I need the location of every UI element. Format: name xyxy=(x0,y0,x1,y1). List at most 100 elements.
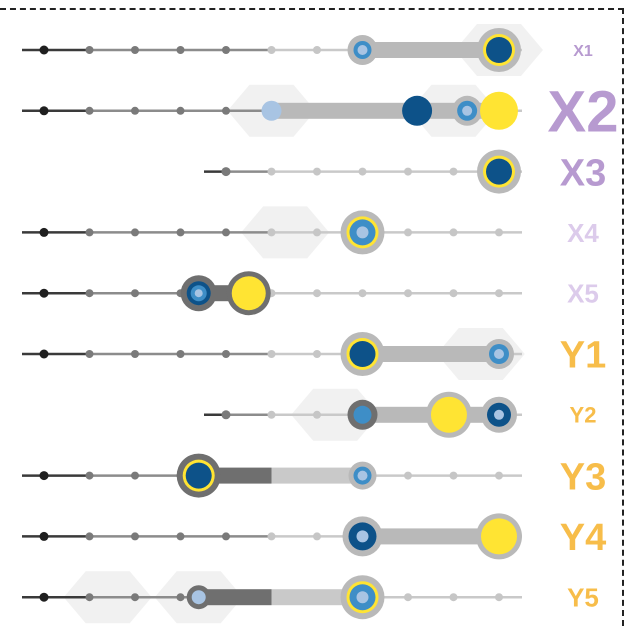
station-marker xyxy=(477,28,521,72)
track-station-dot xyxy=(85,289,94,298)
track-station-dot xyxy=(176,228,185,237)
highlight-band xyxy=(271,102,499,119)
station-marker xyxy=(342,516,383,557)
row-label-x1: X1 xyxy=(573,43,593,60)
track-row-y5: Y5 xyxy=(22,571,599,624)
track-station-dot xyxy=(39,592,49,602)
highlight-band xyxy=(362,42,499,58)
row-label-y1: Y1 xyxy=(560,335,606,377)
track-station-dot xyxy=(176,106,185,115)
track-station-dot xyxy=(358,289,367,298)
track-station-dot xyxy=(404,228,412,237)
highlight-band xyxy=(362,346,499,362)
track-station-dot xyxy=(222,106,230,115)
track-station-dot xyxy=(267,350,276,358)
track-row-y4: Y4 xyxy=(22,513,606,560)
track-station-dot xyxy=(313,167,321,176)
track-row-x1: X1 xyxy=(22,24,593,76)
track-station-dot xyxy=(449,167,458,176)
track-station-dot xyxy=(176,532,185,541)
track-station-dot xyxy=(131,228,139,237)
track-station-dot xyxy=(222,228,230,237)
track-station-dot xyxy=(495,471,503,480)
track-row-x5: X5 xyxy=(22,271,599,316)
track-station-dot xyxy=(131,532,139,541)
track-row-x3: X3 xyxy=(204,149,606,194)
track-station-dot xyxy=(449,289,458,298)
track-station-dot xyxy=(85,106,94,115)
station-marker xyxy=(476,513,522,560)
row-label-x3: X3 xyxy=(560,152,606,194)
station-marker xyxy=(226,271,271,316)
track-station-dot xyxy=(313,228,321,237)
track-station-dot xyxy=(267,228,276,237)
station-marker xyxy=(347,399,378,430)
track-station-dot xyxy=(313,46,321,54)
station-marker xyxy=(480,91,518,130)
track-station-dot xyxy=(313,350,321,358)
track-station-dot xyxy=(313,410,321,419)
station-marker xyxy=(180,275,217,312)
track-station-dot xyxy=(176,350,185,358)
station-marker xyxy=(484,339,514,369)
track-station-dot xyxy=(39,288,49,298)
station-marker xyxy=(176,453,221,498)
track-station-dot xyxy=(39,349,49,359)
row-label-y4: Y4 xyxy=(560,517,606,559)
track-station-dot xyxy=(39,227,49,237)
track-station-dot xyxy=(495,228,503,237)
station-marker xyxy=(452,95,483,126)
track-station-dot xyxy=(131,289,139,298)
track-station-dot xyxy=(449,471,458,480)
track-station-dot xyxy=(85,228,94,237)
track-station-dot xyxy=(131,350,139,358)
track-station-dot xyxy=(131,471,139,480)
track-station-dot xyxy=(358,167,367,176)
dashed-frame-right xyxy=(622,8,624,626)
track-row-y1: Y1 xyxy=(22,328,606,380)
highlight-band xyxy=(271,467,363,484)
track-station-dot xyxy=(85,46,94,54)
track-station-dot xyxy=(39,45,49,55)
track-station-dot xyxy=(449,228,458,237)
track-row-y3: Y3 xyxy=(22,453,606,498)
track-station-dot xyxy=(222,350,230,358)
station-marker xyxy=(186,585,211,610)
row-label-y3: Y3 xyxy=(560,456,606,498)
station-marker xyxy=(477,149,521,194)
track-station-dot xyxy=(221,410,231,420)
track-station-dot xyxy=(449,593,458,602)
row-label-x4: X4 xyxy=(567,218,599,248)
track-station-dot xyxy=(131,46,139,54)
station-marker xyxy=(347,35,378,65)
track-station-dot xyxy=(404,471,412,480)
track-station-dot xyxy=(267,410,276,419)
dashed-frame-top xyxy=(0,8,624,10)
row-label-x2: X2 xyxy=(548,80,619,145)
track-station-dot xyxy=(221,167,231,177)
track-row-x2: X2 xyxy=(22,80,618,145)
station-marker xyxy=(261,100,282,121)
track-station-dot xyxy=(495,289,503,298)
track-station-dot xyxy=(39,531,49,541)
track-station-dot xyxy=(85,532,94,541)
track-row-y2: Y2 xyxy=(204,388,596,441)
track-station-dot xyxy=(267,46,276,54)
track-station-dot xyxy=(267,532,276,541)
highlight-band xyxy=(271,589,363,606)
track-station-dot xyxy=(131,106,139,115)
track-station-dot xyxy=(85,593,94,602)
station-marker xyxy=(425,391,472,438)
station-marker xyxy=(340,332,385,376)
track-station-dot xyxy=(85,350,94,358)
track-station-dot xyxy=(404,167,412,176)
station-marker xyxy=(481,396,517,433)
track-station-dot xyxy=(39,471,49,481)
track-station-dot xyxy=(313,532,321,541)
track-station-dot xyxy=(404,593,412,602)
track-station-dot xyxy=(131,593,139,602)
station-marker xyxy=(340,210,385,255)
track-station-dot xyxy=(267,167,276,176)
track-station-dot xyxy=(222,532,230,541)
row-label-y5: Y5 xyxy=(567,583,599,613)
